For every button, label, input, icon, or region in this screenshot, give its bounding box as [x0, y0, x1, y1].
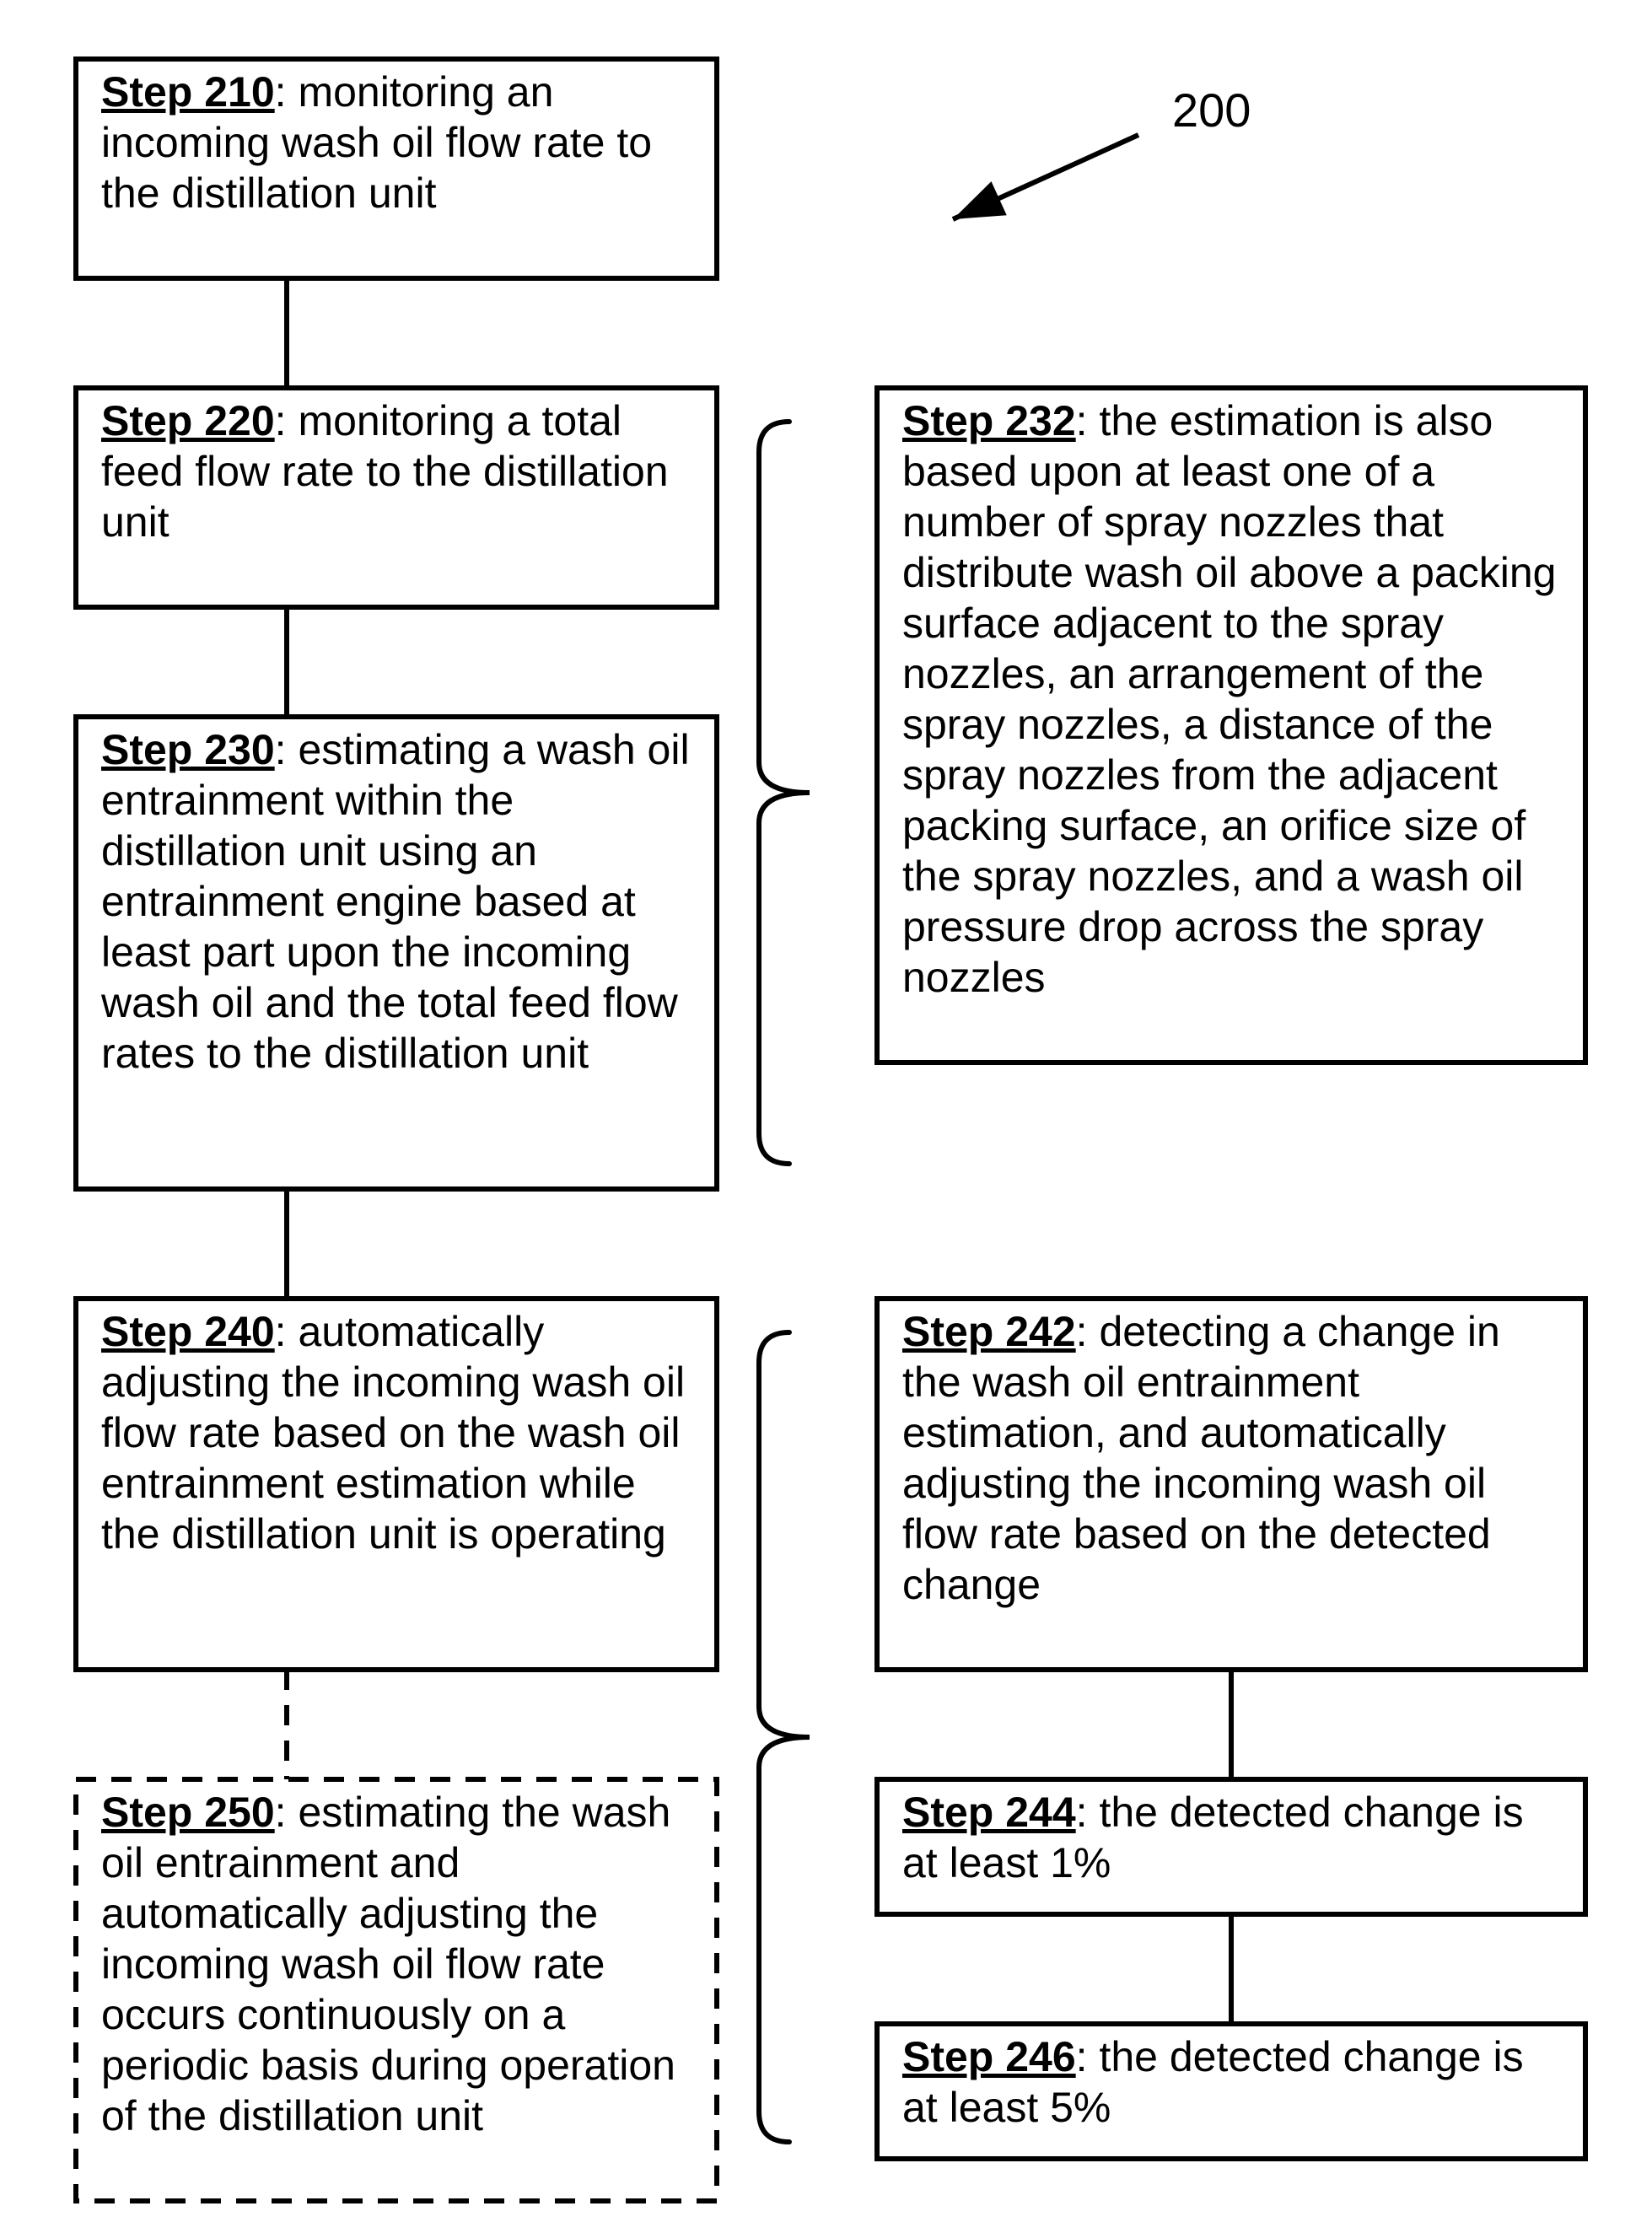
figure-arrow-head — [953, 181, 1007, 219]
brace-0 — [759, 422, 810, 1164]
text-s250: Step 250: estimating the washoil entrain… — [101, 1789, 675, 2139]
text-s220: Step 220: monitoring a totalfeed flow ra… — [101, 397, 669, 546]
figure-label: 200 — [1172, 83, 1251, 137]
text-s210: Step 210: monitoring anincoming wash oil… — [101, 68, 652, 217]
text-s242: Step 242: detecting a change inthe wash … — [902, 1308, 1500, 1608]
text-s244: Step 244: the detected change isat least… — [902, 1789, 1524, 1886]
brace-1 — [759, 1332, 810, 2142]
text-s232: Step 232: the estimation is alsobased up… — [902, 397, 1556, 1001]
text-s230: Step 230: estimating a wash oilentrainme… — [100, 726, 690, 1077]
text-s246: Step 246: the detected change isat least… — [902, 2033, 1524, 2131]
text-s240: Step 240: automaticallyadjusting the inc… — [101, 1308, 685, 1558]
